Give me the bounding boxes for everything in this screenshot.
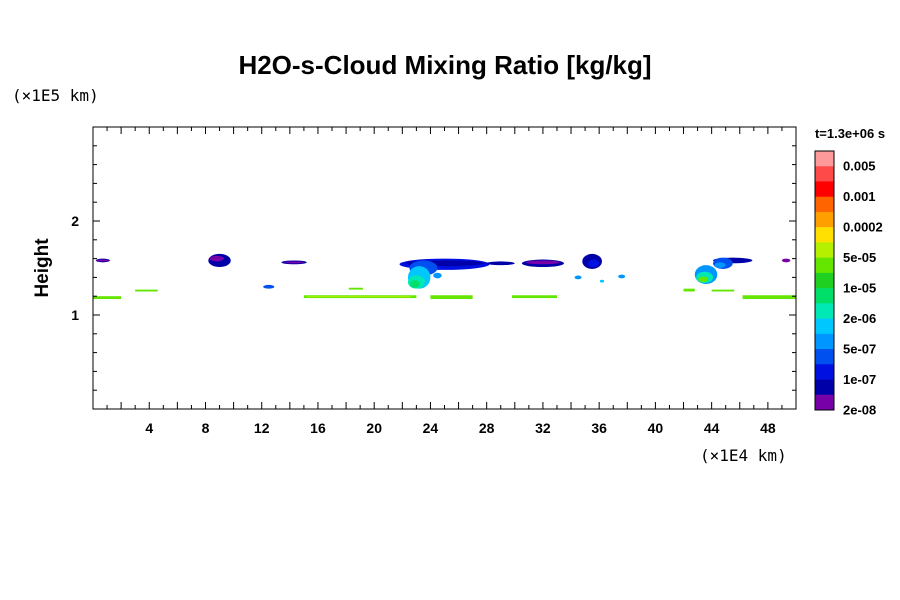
colorbar-label: 1e-07 bbox=[843, 372, 876, 387]
contour-region bbox=[263, 284, 275, 289]
colorbar-swatch bbox=[815, 257, 834, 274]
time-label: t=1.3e+06 s bbox=[815, 126, 885, 141]
colorbar-swatch bbox=[815, 288, 834, 304]
contour-region bbox=[526, 260, 560, 265]
colorbar-label: 2e-08 bbox=[843, 403, 876, 418]
contour-fill-layer bbox=[93, 253, 796, 300]
x-tick-label: 16 bbox=[310, 420, 326, 436]
colorbar-label: 1e-05 bbox=[843, 281, 876, 296]
colorbar-label: 0.001 bbox=[843, 189, 876, 204]
x-tick-label: 48 bbox=[760, 420, 776, 436]
contour-region bbox=[742, 295, 796, 300]
chart-title: H2O-s-Cloud Mixing Ratio [kg/kg] bbox=[238, 50, 651, 80]
colorbar-swatch bbox=[815, 333, 834, 350]
contour-region bbox=[599, 279, 605, 283]
contour-region bbox=[348, 287, 363, 290]
x-tick-label: 40 bbox=[648, 420, 664, 436]
x-tick-label: 20 bbox=[366, 420, 382, 436]
contour-region bbox=[410, 280, 420, 288]
y-tick-label: 1 bbox=[71, 307, 79, 323]
colorbar-label: 0.0002 bbox=[843, 220, 883, 235]
colorbar-swatch bbox=[815, 303, 834, 319]
x-tick-label: 4 bbox=[145, 420, 153, 436]
colorbar-swatch bbox=[815, 181, 834, 198]
x-tick-label: 36 bbox=[591, 420, 607, 436]
contour-region bbox=[306, 296, 411, 298]
contour-region bbox=[683, 288, 695, 292]
contour-region bbox=[486, 261, 515, 266]
colorbar: 0.005 0.001 0.0002 5e-05 1e-05 2e-06 5e-07 1e-0… bbox=[814, 150, 883, 418]
x-tick-label: 44 bbox=[704, 420, 720, 436]
colorbar-swatch bbox=[815, 318, 834, 335]
colorbar-label: 5e-05 bbox=[843, 250, 876, 265]
y-tick-label: 2 bbox=[71, 213, 79, 229]
x-tick-label: 8 bbox=[202, 420, 210, 436]
colorbar-swatch bbox=[815, 349, 834, 365]
contour-region bbox=[433, 272, 442, 279]
contour-region bbox=[511, 295, 557, 299]
contour-region bbox=[430, 295, 473, 300]
contour-region bbox=[711, 289, 735, 292]
colorbar-swatch bbox=[815, 196, 834, 213]
contour-region bbox=[587, 259, 600, 268]
colorbar-swatch bbox=[815, 151, 834, 167]
y-axis-unit-label: (×1E5 km) bbox=[12, 86, 99, 105]
contour-region bbox=[714, 262, 726, 268]
contour-region bbox=[618, 274, 626, 279]
contour-region bbox=[698, 276, 709, 283]
colorbar-label: 5e-07 bbox=[843, 342, 876, 357]
colorbar-swatch bbox=[815, 166, 834, 182]
contour-region bbox=[781, 258, 791, 263]
y-axis-label: Height bbox=[32, 238, 53, 298]
colorbar-swatch bbox=[815, 379, 834, 396]
x-axis-unit-label: (×1E4 km) bbox=[700, 446, 787, 465]
colorbar-swatch bbox=[815, 394, 834, 411]
colorbar-swatch bbox=[815, 364, 834, 380]
colorbar-swatch bbox=[815, 227, 834, 243]
colorbar-label: 0.005 bbox=[843, 159, 876, 174]
colorbar-swatch bbox=[815, 242, 834, 258]
contour-region bbox=[574, 275, 582, 280]
colorbar-label: 2e-06 bbox=[843, 311, 876, 326]
x-tick-label: 28 bbox=[479, 420, 495, 436]
contour-region bbox=[284, 261, 304, 264]
x-tick-label: 32 bbox=[535, 420, 551, 436]
y-axis-ticks: 12 bbox=[71, 145, 796, 391]
contour-region bbox=[93, 296, 122, 300]
contour-region bbox=[209, 255, 224, 262]
x-tick-label: 24 bbox=[423, 420, 439, 436]
contour-region bbox=[135, 289, 158, 292]
colorbar-swatch bbox=[815, 272, 834, 289]
x-tick-label: 12 bbox=[254, 420, 270, 436]
x-axis-ticks: 4 8 12 16 20 24 28 32 36 40 44 48 bbox=[106, 127, 783, 436]
colorbar-frame bbox=[814, 150, 835, 411]
colorbar-swatch bbox=[815, 211, 834, 228]
contour-region bbox=[95, 259, 110, 262]
